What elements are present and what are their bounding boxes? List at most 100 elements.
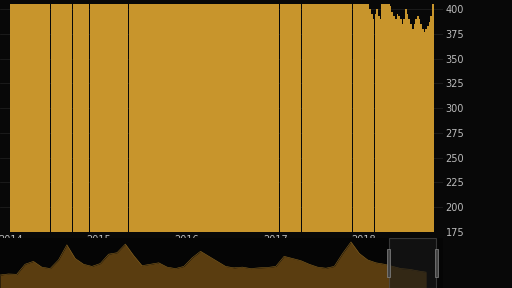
Bar (278, 0, 280, 232)
Bar (113, 0, 115, 232)
Bar (295, 0, 296, 232)
Bar (242, 0, 244, 232)
Bar (125, 0, 127, 232)
Bar (330, 0, 332, 232)
Bar (186, 0, 188, 232)
Bar (33, 0, 35, 232)
Bar (361, 0, 362, 232)
Bar (100, 0, 101, 232)
Bar (412, 29, 414, 232)
Bar (37, 0, 38, 232)
Bar (255, 0, 258, 232)
Bar (90, 0, 91, 232)
Bar (81, 0, 83, 232)
Bar (283, 0, 285, 232)
Bar (387, 249, 390, 277)
Bar (224, 0, 225, 232)
Bar (88, 0, 90, 232)
Bar (291, 0, 293, 232)
Bar (178, 0, 179, 232)
Bar (419, 19, 420, 232)
Bar (68, 0, 69, 232)
Bar (103, 0, 105, 232)
Bar (120, 0, 122, 232)
Bar (11, 0, 13, 232)
Bar (184, 0, 186, 232)
Bar (142, 0, 144, 232)
Bar (254, 0, 255, 232)
Bar (110, 0, 112, 232)
Bar (84, 0, 86, 232)
Bar (307, 0, 308, 232)
Bar (388, 0, 390, 232)
Bar (123, 0, 125, 232)
Bar (152, 0, 154, 232)
Bar (162, 0, 164, 232)
Bar (302, 0, 303, 232)
Bar (181, 0, 183, 232)
Bar (315, 0, 317, 232)
Bar (300, 0, 302, 232)
Bar (274, 0, 276, 232)
Bar (229, 0, 230, 232)
Bar (230, 0, 232, 232)
Bar (106, 0, 108, 232)
Bar (347, 0, 349, 232)
Bar (395, 19, 396, 232)
Bar (30, 0, 32, 232)
Bar (276, 0, 278, 232)
Bar (400, 19, 401, 232)
Bar (132, 0, 134, 232)
Bar (239, 0, 241, 232)
Bar (46, 0, 47, 232)
Bar (157, 0, 159, 232)
Bar (264, 0, 266, 232)
Bar (191, 0, 193, 232)
Bar (293, 0, 295, 232)
Bar (356, 0, 357, 232)
Bar (164, 0, 166, 232)
Bar (281, 0, 283, 232)
Bar (383, 0, 385, 232)
Bar (359, 0, 361, 232)
Bar (378, 16, 379, 232)
Bar (214, 0, 215, 232)
Bar (122, 0, 123, 232)
Bar (154, 0, 156, 232)
Bar (35, 0, 37, 232)
Bar (32, 0, 33, 232)
Bar (189, 0, 191, 232)
Bar (317, 0, 318, 232)
Bar (44, 0, 46, 232)
Bar (115, 0, 117, 232)
Bar (139, 0, 140, 232)
Bar (344, 0, 346, 232)
Bar (313, 0, 315, 232)
Bar (167, 0, 169, 232)
Bar (86, 0, 88, 232)
Bar (173, 0, 174, 232)
Bar (349, 0, 351, 232)
Bar (156, 0, 157, 232)
Bar (339, 0, 340, 232)
Bar (219, 0, 220, 232)
Bar (429, 22, 431, 232)
Bar (225, 0, 227, 232)
Bar (198, 0, 200, 232)
Bar (16, 0, 18, 232)
Bar (335, 0, 337, 232)
Bar (233, 0, 236, 232)
Bar (161, 0, 162, 232)
Bar (432, 0, 434, 232)
Bar (352, 0, 354, 232)
Bar (42, 0, 44, 232)
Bar (66, 0, 68, 232)
Bar (135, 0, 137, 232)
Bar (183, 0, 184, 232)
Bar (366, 0, 368, 232)
Bar (280, 0, 281, 232)
Bar (227, 0, 229, 232)
Bar (24, 0, 25, 232)
Bar (427, 26, 429, 232)
Bar (200, 0, 201, 232)
